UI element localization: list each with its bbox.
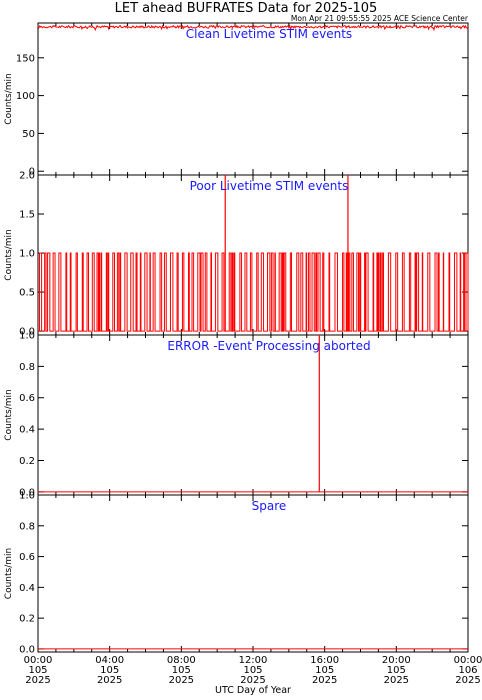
y-tick-label: 0.5	[19, 288, 35, 299]
panel-frame	[37, 174, 469, 336]
x-tick-time: 12:00	[239, 655, 268, 666]
panel-title: Spare	[252, 499, 287, 513]
x-tick-year: 2025	[240, 675, 265, 686]
x-tick-time: 04:00	[95, 655, 124, 666]
y-tick-label: 0.6	[19, 393, 35, 404]
x-tick-year: 2025	[312, 675, 337, 686]
y-tick-label: 2.0	[19, 171, 35, 182]
y-tick-label: 1.0	[19, 491, 35, 502]
panel-3: 0.0 0.2 0.4 0.6 0.8 1.0 Counts/min ERROR -Event…	[4, 331, 469, 498]
y-tick-label: 1.0	[19, 249, 35, 260]
y-tick-label: 0.8	[19, 362, 35, 373]
panel-frame	[37, 494, 469, 653]
x-axis: 00:00105202504:00105202508:00105202512:0…	[24, 655, 482, 686]
panel-frame	[37, 22, 469, 176]
y-tick-label: 0.4	[19, 583, 35, 594]
y-tick-label: 0.0	[19, 644, 35, 655]
x-tick-doy: 105	[315, 665, 334, 676]
y-tick-label: 0.8	[19, 521, 35, 532]
x-tick-doy: 105	[28, 665, 47, 676]
panel-title: ERROR -Event Processing aborted	[167, 339, 370, 353]
x-tick-time: 00:00	[24, 655, 53, 666]
y-tick-label: 1.5	[19, 210, 35, 221]
x-tick-year: 2025	[97, 675, 122, 686]
timestamp: Mon Apr 21 09:55:55 2025 ACE Science Cen…	[291, 14, 469, 23]
panel-4: 0.0 0.2 0.4 0.6 0.8 1.0 Counts/min Spare	[4, 491, 469, 655]
y-tick-label: 0	[29, 167, 35, 178]
x-tick-time: 00:00	[454, 655, 482, 666]
x-tick-time: 20:00	[382, 655, 411, 666]
y-tick-label: 0.2	[19, 614, 35, 625]
y-axis-label: Counts/min	[4, 389, 14, 440]
y-axis-label: Counts/min	[4, 229, 14, 280]
y-tick-label: 0.6	[19, 552, 35, 563]
y-tick-label: 0.2	[19, 456, 35, 467]
x-tick-doy: 105	[172, 665, 191, 676]
series-line	[38, 252, 469, 332]
x-tick-year: 2025	[384, 675, 409, 686]
panel-title: Clean Livetime STIM events	[186, 27, 352, 41]
y-axis-label: Counts/min	[4, 548, 14, 599]
y-tick-label: 0.4	[19, 425, 35, 436]
x-tick-time: 16:00	[310, 655, 339, 666]
series-line	[37, 24, 469, 32]
y-tick-label: 0.0	[19, 487, 35, 498]
panel-frame	[37, 334, 469, 496]
y-tick-label: 1.0	[19, 331, 35, 342]
x-tick-doy: 105	[243, 665, 262, 676]
x-tick-year: 2025	[455, 675, 480, 686]
x-tick-time: 08:00	[167, 655, 196, 666]
panel-title: Poor Livetime STIM events	[190, 179, 349, 193]
panel-2: 0.0 0.5 1.0 1.5 2.0 Counts/min Poor Livetime S…	[4, 171, 469, 338]
x-axis-title: UTC Day of Year	[215, 685, 291, 696]
y-tick-label: 150	[16, 53, 35, 64]
y-tick-label: 100	[16, 91, 35, 102]
y-axis-label: Counts/min	[4, 73, 14, 124]
x-tick-year: 2025	[169, 675, 194, 686]
x-tick-year: 2025	[25, 675, 50, 686]
y-tick-label: 50	[22, 129, 35, 140]
y-tick-label: 0.0	[19, 327, 35, 338]
x-tick-doy: 105	[100, 665, 119, 676]
x-tick-doy: 106	[458, 665, 477, 676]
chart-title: LET ahead BUFRATES Data for 2025-105	[115, 1, 378, 16]
x-tick-doy: 105	[387, 665, 406, 676]
